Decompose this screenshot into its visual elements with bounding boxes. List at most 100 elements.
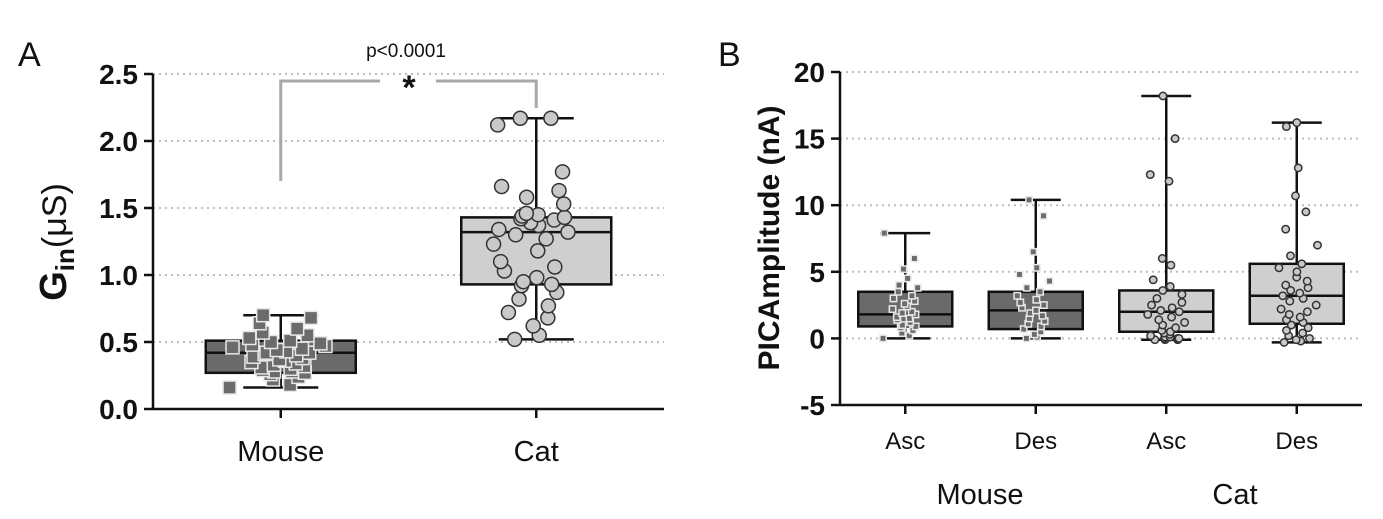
data-point <box>1295 312 1305 322</box>
data-point <box>493 178 510 195</box>
data-point <box>554 164 571 180</box>
y-tick-label: 2.0 <box>99 126 138 157</box>
significance-p-value: p<0.0001 <box>366 41 446 62</box>
panel-a-y-label-sub: in <box>50 248 80 271</box>
y-tick-label: 5 <box>809 257 825 288</box>
data-point <box>1298 328 1308 338</box>
data-point <box>1019 325 1028 334</box>
data-point <box>540 298 557 314</box>
data-point <box>500 304 517 321</box>
data-point <box>911 322 920 331</box>
panel-b-plot: -5 0 5 10 15 20 Asc Des Asc Des <box>794 57 1362 455</box>
data-point <box>1278 291 1288 301</box>
data-point <box>1282 325 1291 335</box>
data-point <box>242 330 257 346</box>
data-point <box>1286 285 1296 295</box>
data-point <box>1015 270 1024 279</box>
y-tick-label: 15 <box>794 124 825 155</box>
data-point <box>303 310 319 326</box>
data-point <box>1291 191 1300 201</box>
data-point <box>289 321 305 336</box>
data-point <box>1025 195 1034 204</box>
data-point <box>907 307 916 316</box>
data-point <box>1284 309 1294 319</box>
panel-a-plot: 0.0 0.5 1.0 1.5 2.0 2.5 Mouse Cat <box>99 59 664 468</box>
data-point <box>489 117 506 133</box>
data-point <box>1177 289 1187 299</box>
data-point <box>1297 259 1307 269</box>
data-point <box>556 209 573 226</box>
y-tick-label: 1.5 <box>99 193 138 224</box>
data-point <box>1293 163 1303 173</box>
data-point <box>1170 134 1180 144</box>
data-point <box>1174 307 1184 317</box>
data-point <box>1036 287 1044 296</box>
y-tick-label: 0 <box>809 323 825 354</box>
significance-bracket-left <box>279 79 380 181</box>
data-point <box>1032 295 1041 304</box>
data-point <box>1143 309 1153 319</box>
data-point <box>485 236 502 252</box>
data-point <box>1274 263 1284 273</box>
data-point <box>491 221 507 238</box>
data-point <box>1022 283 1031 292</box>
y-tick-label: 2.5 <box>99 59 138 90</box>
data-point <box>1152 293 1162 303</box>
data-point <box>1295 288 1305 298</box>
data-point <box>1013 291 1022 300</box>
data-point <box>1146 331 1156 341</box>
data-point <box>1167 303 1177 313</box>
data-point <box>560 224 576 240</box>
data-point <box>899 265 908 274</box>
data-point <box>898 321 907 330</box>
data-point <box>1016 298 1025 307</box>
data-point <box>1156 305 1166 315</box>
data-point <box>1177 297 1187 307</box>
data-point <box>1157 254 1167 263</box>
data-point <box>895 281 904 290</box>
data-point <box>538 231 554 247</box>
data-point <box>1313 240 1322 250</box>
x-tick-label: Mouse <box>237 436 324 468</box>
data-point <box>1291 335 1301 345</box>
data-point <box>1147 300 1156 310</box>
data-point <box>282 333 298 348</box>
data-point <box>1286 251 1295 261</box>
data-point <box>529 269 545 286</box>
data-point <box>1145 170 1155 180</box>
data-point <box>1029 247 1038 256</box>
significance-star: * <box>402 69 416 107</box>
data-point <box>1286 320 1296 330</box>
data-point <box>525 318 541 334</box>
data-point <box>529 243 546 259</box>
data-point <box>1171 323 1181 333</box>
data-point <box>1301 207 1311 217</box>
x-tick-label: Cat <box>514 436 559 468</box>
panel-a-y-axis-label: Gin(μS) <box>33 183 80 301</box>
panel-b-letter: B <box>718 36 741 74</box>
data-point <box>1166 260 1176 270</box>
data-point <box>910 254 919 263</box>
data-point <box>1032 263 1041 272</box>
y-tick-label: 20 <box>794 57 825 88</box>
data-point <box>506 331 523 348</box>
panel-a-y-label-main: G <box>33 271 75 301</box>
data-point <box>1164 176 1174 186</box>
data-point <box>880 229 889 238</box>
y-tick-label: 1.0 <box>99 260 138 291</box>
data-point <box>515 273 532 290</box>
data-point <box>511 291 527 307</box>
data-point <box>1311 300 1321 310</box>
data-point <box>1154 315 1164 325</box>
data-point <box>1292 267 1302 277</box>
data-point <box>1032 306 1040 315</box>
y-tick-label: -5 <box>800 390 825 421</box>
y-tick-label: 10 <box>794 190 825 221</box>
data-point <box>1305 333 1314 343</box>
data-point <box>555 196 572 212</box>
data-point <box>543 110 559 126</box>
data-point <box>1030 330 1039 339</box>
data-point <box>512 110 529 126</box>
data-point <box>1180 317 1190 327</box>
data-point <box>1038 311 1047 320</box>
